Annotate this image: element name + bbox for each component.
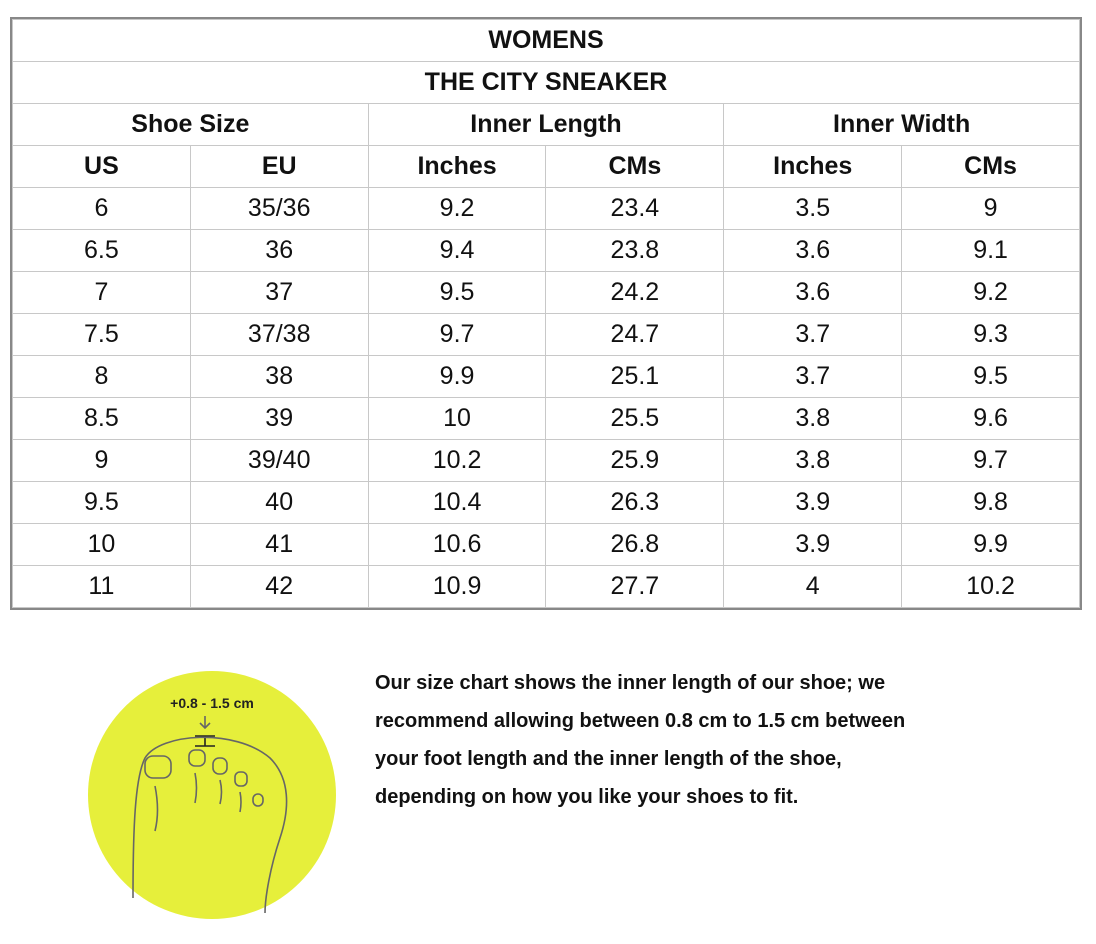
table-cell: 6 (12, 187, 191, 230)
table-cell: 9.5 (367, 271, 547, 314)
table-cell: 26.8 (545, 523, 725, 566)
table-cell: 8 (12, 355, 191, 398)
table-cell: 9.6 (901, 397, 1080, 440)
table-cell: 39/40 (189, 439, 369, 482)
group-header: Inner Length (367, 103, 725, 146)
group-header: Inner Width (723, 103, 1080, 146)
table-cell: 3.6 (723, 271, 903, 314)
table-row: 8 38 9.9 25.1 3.7 9.5 (12, 355, 1080, 398)
table-cell: 41 (189, 523, 369, 566)
table-cell: 9.7 (367, 313, 547, 356)
table-row: 8.5 39 10 25.5 3.8 9.6 (12, 397, 1080, 440)
table-cell: 9.9 (901, 523, 1080, 566)
table-cell: 11 (12, 565, 191, 608)
table-row: 11 42 10.9 27.7 4 10.2 (12, 565, 1080, 608)
table-cell: 38 (189, 355, 369, 398)
column-header: Inches (723, 145, 903, 188)
size-table: WOMENS THE CITY SNEAKER Shoe Size Inner Len… (10, 17, 1082, 610)
table-cell: 7 (12, 271, 191, 314)
table-row: THE CITY SNEAKER (12, 61, 1080, 104)
table-row: 9 39/40 10.2 25.9 3.8 9.7 (12, 439, 1080, 482)
table-cell: 9.2 (901, 271, 1080, 314)
table-cell: 10.2 (367, 439, 547, 482)
table-row: 7 37 9.5 24.2 3.6 9.2 (12, 271, 1080, 314)
table-cell: 23.8 (545, 229, 725, 272)
table-cell: 9.1 (901, 229, 1080, 272)
table-cell: 9 (12, 439, 191, 482)
table-cell: 9.2 (367, 187, 547, 230)
table-cell: 39 (189, 397, 369, 440)
table-cell: 7.5 (12, 313, 191, 356)
table-cell: 36 (189, 229, 369, 272)
table-cell: 3.7 (723, 313, 903, 356)
table-row: 10 41 10.6 26.8 3.9 9.9 (12, 523, 1080, 566)
column-header: CMs (545, 145, 725, 188)
table-cell: 3.5 (723, 187, 903, 230)
column-header: EU (189, 145, 369, 188)
table-cell: 3.9 (723, 523, 903, 566)
table-cell: 3.7 (723, 355, 903, 398)
table-cell: 40 (189, 481, 369, 524)
note-line: depending on how you like your shoes to … (375, 786, 799, 808)
table-cell: 4 (723, 565, 903, 608)
fit-note: Our size chart shows the inner length of… (375, 664, 905, 816)
table-cell: 9.5 (901, 355, 1080, 398)
table-cell: 10 (12, 523, 191, 566)
group-header: Shoe Size (12, 103, 369, 146)
table-cell: 10.2 (901, 565, 1080, 608)
table-cell: 35/36 (189, 187, 369, 230)
table-row: 6 35/36 9.2 23.4 3.5 9 (12, 187, 1080, 230)
table-cell: 37 (189, 271, 369, 314)
table-row: 7.5 37/38 9.7 24.7 3.7 9.3 (12, 313, 1080, 356)
note-line: recommend allowing between 0.8 cm to 1.5… (375, 710, 906, 732)
table-cell: 37/38 (189, 313, 369, 356)
table-cell: 8.5 (12, 397, 191, 440)
table-cell: 9.3 (901, 313, 1080, 356)
table-cell: 10.4 (367, 481, 547, 524)
note-line: your foot length and the inner length of… (375, 748, 842, 770)
fit-label: +0.8 - 1.5 cm (170, 695, 254, 711)
table-subtitle: THE CITY SNEAKER (12, 61, 1080, 104)
table-cell: 25.1 (545, 355, 725, 398)
table-cell: 24.7 (545, 313, 725, 356)
table-cell: 25.5 (545, 397, 725, 440)
table-cell: 3.8 (723, 439, 903, 482)
table-cell: 3.8 (723, 397, 903, 440)
table-cell: 42 (189, 565, 369, 608)
table-cell: 10.6 (367, 523, 547, 566)
table-row: 6.5 36 9.4 23.8 3.6 9.1 (12, 229, 1080, 272)
table-cell: 26.3 (545, 481, 725, 524)
table-cell: 9.7 (901, 439, 1080, 482)
column-header: US (12, 145, 191, 188)
foot-outline (132, 716, 288, 914)
table-cell: 9.5 (12, 481, 191, 524)
column-header: CMs (901, 145, 1080, 188)
table-row: Shoe Size Inner Length Inner Width (12, 103, 1080, 146)
table-cell: 9.4 (367, 229, 547, 272)
table-cell: 25.9 (545, 439, 725, 482)
column-header: Inches (367, 145, 547, 188)
table-row: 9.5 40 10.4 26.3 3.9 9.8 (12, 481, 1080, 524)
table-cell: 3.9 (723, 481, 903, 524)
table-cell: 10 (367, 397, 547, 440)
table-row: WOMENS (12, 19, 1080, 62)
table-cell: 9.9 (367, 355, 547, 398)
foot-illustration: +0.8 - 1.5 cm (88, 671, 336, 919)
table-cell: 3.6 (723, 229, 903, 272)
table-cell: 9 (901, 187, 1080, 230)
note-line: Our size chart shows the inner length of… (375, 672, 886, 694)
table-cell: 23.4 (545, 187, 725, 230)
table-title: WOMENS (12, 19, 1080, 62)
table-cell: 24.2 (545, 271, 725, 314)
table-row: US EU Inches CMs Inches CMs (12, 145, 1080, 188)
table-cell: 27.7 (545, 565, 725, 608)
table-cell: 6.5 (12, 229, 191, 272)
table-cell: 9.8 (901, 481, 1080, 524)
table-cell: 10.9 (367, 565, 547, 608)
